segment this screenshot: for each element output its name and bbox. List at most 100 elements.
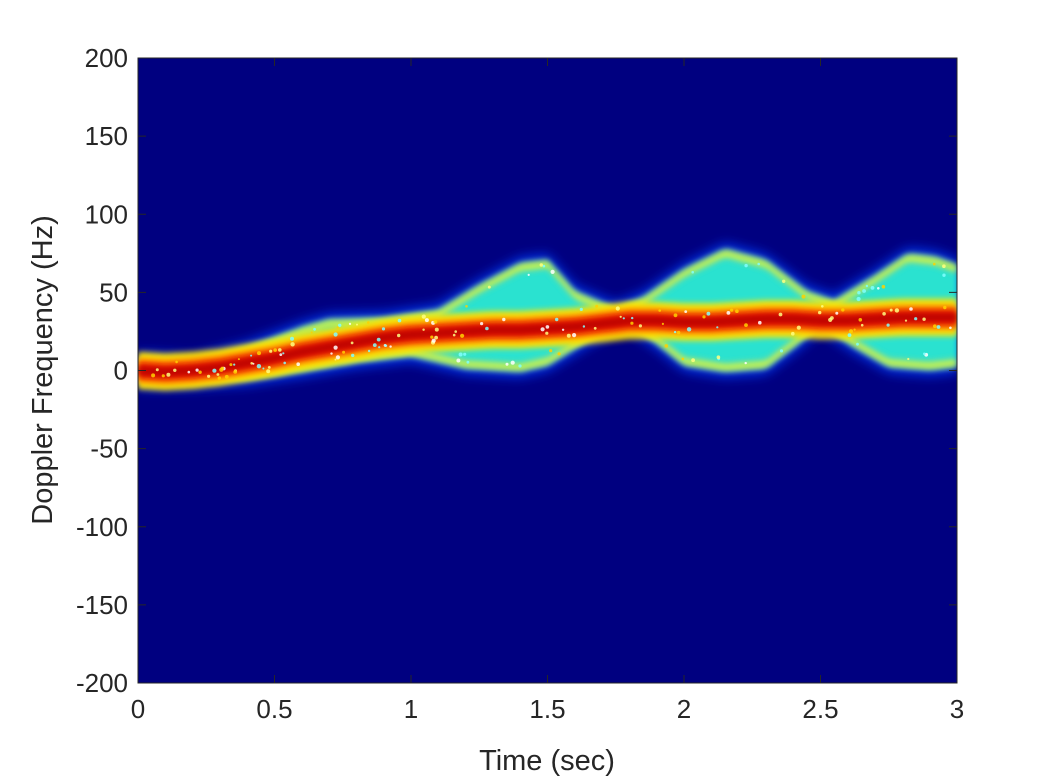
spectrogram-speckle (384, 344, 387, 347)
spectrogram-speckle (510, 360, 515, 365)
spectrogram-speckle (237, 358, 240, 361)
spectrogram-speckle (195, 368, 199, 372)
spectrogram-speckle (550, 269, 555, 274)
spectrogram-speckle (561, 328, 565, 331)
spectrogram-speckle (942, 273, 946, 277)
spectrogram-speckle (744, 361, 747, 365)
spectrogram-speckle (716, 355, 721, 360)
spectrogram-speckle (801, 294, 806, 299)
spectrogram-speckle (229, 363, 233, 367)
spectrogram-speckle (572, 333, 577, 338)
y-tick-label: 200 (85, 43, 128, 73)
spectrogram-speckle (290, 336, 294, 341)
spectrogram-speckle (545, 331, 549, 335)
spectrogram-speckle (661, 322, 665, 325)
spectrogram-speckle (858, 318, 863, 322)
spectrogram-speckle (744, 323, 748, 327)
spectrogram-speckle (502, 317, 506, 322)
spectrogram-speckle (881, 284, 886, 289)
x-tick-label: 1 (404, 694, 418, 724)
spectrogram-speckle (233, 370, 238, 374)
spectrogram-speckle (356, 323, 358, 326)
spectrogram-speckle (269, 349, 273, 353)
spectrogram-speckle (706, 311, 711, 316)
spectrogram-speckle (378, 346, 381, 349)
spectrogram-speckle (936, 325, 941, 329)
spectrogram-speckle (266, 369, 271, 374)
spectrogram-speckle (849, 329, 853, 334)
spectrogram-speckle (909, 307, 913, 311)
spectrogram-speckle (173, 368, 177, 372)
spectrogram-speckle (593, 326, 597, 330)
spectrogram-speckle (904, 319, 908, 322)
spectrogram-speckle (431, 338, 436, 343)
spectrogram-speckle (702, 315, 706, 319)
main-trace-red (138, 309, 957, 380)
spectrogram-speckle (684, 310, 688, 313)
spectrogram-speckle (434, 335, 438, 340)
spectrogram-speckle (539, 263, 543, 267)
spectrogram-speckle (212, 368, 217, 373)
lower-envelope-yellow (138, 312, 957, 383)
spectrogram-speckle (676, 330, 681, 335)
spectrogram-speckle (631, 316, 634, 320)
spectrogram-speckle (894, 308, 900, 313)
spectrogram-speckle (835, 311, 839, 315)
spectrogram-speckle (310, 331, 313, 334)
spectrogram-speckle (480, 322, 484, 326)
spectrogram-speckle (290, 342, 295, 347)
spectrogram-speckle (273, 348, 278, 352)
spectrogram-speckle (730, 308, 734, 312)
spectrogram-speckle (865, 284, 869, 288)
spectrogram-speckle (216, 373, 220, 376)
spectrogram-heat-layer (138, 244, 957, 391)
spectrogram-speckle (942, 264, 946, 269)
spectrogram-speckle (161, 374, 165, 378)
spectrogram-speckle (458, 352, 463, 357)
spectrogram-speckle (155, 368, 159, 372)
spectrogram-speckle (518, 364, 522, 368)
spectrogram-speckle (555, 317, 559, 322)
spectrogram-speckle (421, 314, 426, 319)
spectrogram-speckle (735, 309, 739, 314)
spectrogram-speckle (922, 317, 926, 321)
spectrogram-speckle (582, 325, 586, 328)
spectrogram-speckle (217, 376, 221, 380)
spectrogram-speckle (566, 333, 571, 338)
spectrogram-speckle (856, 342, 859, 346)
y-tick-label: -50 (90, 434, 128, 464)
spectrogram-speckle (465, 305, 468, 308)
spectrogram-speckle (889, 308, 893, 312)
spectrogram-speckle (943, 305, 947, 310)
spectrogram-speckle (882, 312, 886, 316)
x-tick-label: 2.5 (802, 694, 838, 724)
spectrogram-speckle (460, 333, 465, 338)
spectrogram-speckle (422, 328, 425, 331)
spectrogram-speckle (595, 304, 599, 308)
y-tick-label: 100 (85, 199, 128, 229)
spectrogram-speckle (487, 285, 491, 289)
spectrogram-speckle (847, 333, 852, 337)
plot-area (137, 57, 958, 684)
y-axis-ticks: 200 150 100 50 0 -50 -100 -150 -200 (76, 43, 957, 698)
x-tick-label: 2 (677, 694, 691, 724)
spectrogram-speckle (166, 372, 171, 377)
spectrogram-speckle (622, 317, 625, 320)
spectrogram-speckle (540, 327, 545, 332)
spectrogram-speckle (830, 316, 834, 320)
spectrogram-speckle (267, 366, 271, 369)
spectrogram-speckle (856, 296, 861, 302)
spectrogram-speckle (367, 321, 370, 324)
spectrogram-speckle (381, 327, 386, 331)
spectrogram-speckle (151, 373, 156, 378)
spectrogram-speckle (397, 318, 402, 323)
spectrogram-speckle (397, 333, 401, 338)
spectrogram-speckle (336, 326, 339, 329)
spectrogram-speckle (638, 324, 643, 328)
spectrogram-speckle (338, 323, 342, 327)
spectrogram-speckle (279, 353, 283, 356)
spectrogram-speckle (466, 360, 470, 364)
x-tick-label: 3 (950, 694, 964, 724)
y-tick-label: 150 (85, 121, 128, 151)
spectrogram-speckle (296, 362, 301, 367)
